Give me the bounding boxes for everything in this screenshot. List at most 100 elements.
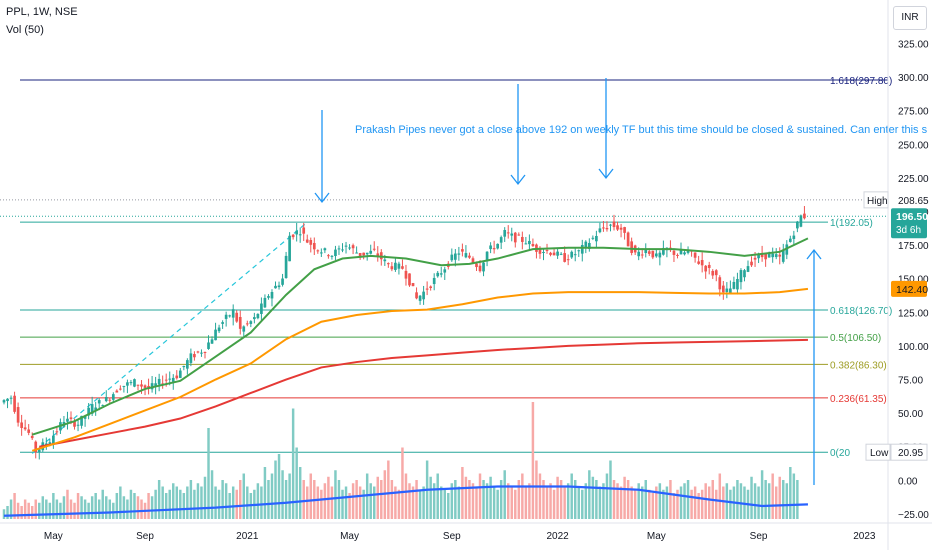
volume-bar: [736, 480, 739, 519]
volume-bar: [782, 480, 785, 519]
volume-bar: [774, 486, 778, 519]
volume-bar: [623, 476, 626, 519]
time-tick-label: Sep: [136, 531, 154, 542]
volume-bar: [394, 486, 397, 519]
volume-bar: [154, 489, 157, 519]
candle-body: [619, 227, 623, 230]
candle-body: [623, 227, 626, 233]
candle-body: [104, 397, 108, 402]
volume-bar: [588, 470, 591, 519]
volume-bar: [260, 486, 263, 519]
price-axis: 325.00300.00275.00250.00225.00200.00175.…: [887, 0, 929, 550]
fib-label-0.5: 0.5(106.50): [830, 333, 881, 344]
volume-bar: [23, 499, 27, 519]
volume-bar: [48, 502, 52, 519]
currency-button[interactable]: INR: [893, 6, 927, 30]
candle-body: [732, 281, 736, 289]
volume-bar: [461, 467, 464, 519]
candle-body: [528, 240, 531, 245]
candle-body: [210, 339, 214, 344]
volume-bar: [415, 480, 418, 519]
volume-bar: [16, 502, 20, 519]
volume-bar: [186, 486, 189, 519]
candle-body: [662, 247, 665, 255]
candle-body: [108, 399, 112, 401]
volume-bar: [457, 486, 461, 519]
volume-bar: [90, 496, 94, 519]
volume-bar: [715, 489, 718, 519]
volume-bar: [387, 460, 390, 519]
candle-body: [277, 285, 281, 288]
candle-body: [538, 247, 542, 254]
volume-bar: [750, 476, 753, 519]
volume-bar: [577, 486, 580, 519]
volume-bar: [764, 480, 767, 519]
time-tick-label: May: [44, 531, 63, 542]
volume-bar: [256, 483, 260, 519]
price-tick-label: 100.00: [898, 342, 929, 353]
volume-bar: [556, 476, 559, 519]
price-tick-label: 325.00: [898, 39, 929, 50]
candle-body: [482, 262, 485, 272]
high-value: 208.65: [898, 196, 929, 207]
candle-body: [595, 235, 598, 242]
volume-bar: [76, 493, 80, 519]
volume-bar: [217, 489, 221, 519]
candle-body: [750, 261, 753, 266]
candle-body: [672, 250, 676, 255]
candle-body: [468, 255, 471, 258]
candle-body: [796, 221, 799, 229]
volume-bar: [693, 486, 697, 519]
candle-body: [140, 384, 143, 387]
volume-bar: [112, 502, 115, 519]
volume-bar: [506, 483, 510, 519]
candle-body: [788, 238, 792, 242]
volume-bar: [672, 493, 676, 519]
candle-body: [16, 407, 20, 423]
volume-bar: [376, 476, 379, 519]
candle-body: [221, 322, 224, 324]
candle-body: [157, 378, 161, 385]
volume-bar: [408, 483, 411, 519]
candle-body: [9, 397, 13, 399]
candle-body: [580, 244, 584, 254]
volume-bar: [475, 486, 478, 519]
candle-body: [453, 253, 457, 260]
volume-bar: [80, 496, 83, 519]
candle-body: [122, 385, 126, 387]
volume-bar: [270, 473, 274, 519]
candle-body: [457, 253, 461, 255]
volume-bar: [147, 493, 150, 519]
volume-bar: [443, 489, 446, 519]
volume-bar: [309, 473, 313, 519]
volume-bar: [605, 473, 609, 519]
volume-bar: [126, 499, 129, 519]
candle-body: [598, 228, 602, 233]
candle-body: [2, 400, 6, 403]
fib-label-1: 1(192.05): [830, 218, 873, 229]
candle-body: [513, 232, 517, 243]
volume-bar: [196, 483, 200, 519]
candle-body: [683, 252, 686, 255]
volume-bar: [739, 483, 743, 519]
candle-body: [387, 263, 390, 265]
volume-bar: [6, 506, 9, 519]
candle-body: [418, 295, 422, 301]
volume-bar: [274, 460, 277, 519]
price-tick-label: 275.00: [898, 107, 929, 118]
volume-bar: [330, 486, 334, 519]
volume-bar: [161, 486, 164, 519]
candle-body: [6, 398, 9, 402]
candle-body: [510, 233, 514, 236]
fib-label-0.236: 0.236(61.35): [830, 394, 887, 405]
volume-bar: [584, 483, 588, 519]
volume-bar: [718, 473, 722, 519]
candle-body: [164, 379, 168, 381]
candle-body: [249, 321, 253, 324]
candle-body: [725, 288, 729, 293]
candle-body: [764, 253, 767, 260]
volume-bar: [119, 486, 122, 519]
candle-body: [767, 252, 771, 258]
candle-body: [231, 309, 235, 318]
